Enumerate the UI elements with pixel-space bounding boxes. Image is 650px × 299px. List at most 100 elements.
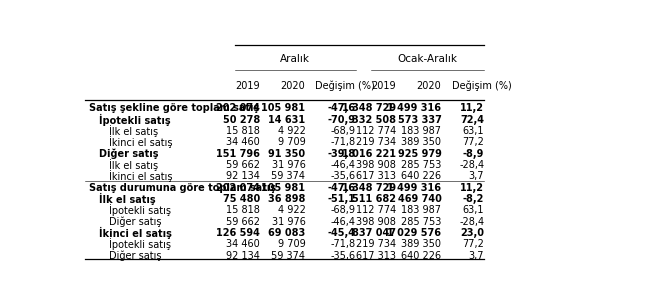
Text: Satış durumuna göre toplam satış: Satış durumuna göre toplam satış [89,183,276,193]
Text: 640 226: 640 226 [401,171,441,181]
Text: -68,9: -68,9 [331,126,356,136]
Text: 126 594: 126 594 [216,228,260,238]
Text: 202 074: 202 074 [216,103,260,113]
Text: Diğer satış: Diğer satış [109,216,162,227]
Text: 9 709: 9 709 [278,137,306,147]
Text: -45,4: -45,4 [328,228,356,238]
Text: Ocak-Aralık: Ocak-Aralık [398,54,458,64]
Text: -46,4: -46,4 [331,217,356,227]
Text: 837 047: 837 047 [352,228,396,238]
Text: -8,2: -8,2 [463,194,484,204]
Text: 389 350: 389 350 [402,137,441,147]
Text: -71,8: -71,8 [331,239,356,249]
Text: -70,9: -70,9 [328,115,356,125]
Text: 75 480: 75 480 [223,194,260,204]
Text: 4 922: 4 922 [278,126,306,136]
Text: 14 631: 14 631 [268,115,306,125]
Text: İkinci el satış: İkinci el satış [109,136,173,148]
Text: 219 734: 219 734 [356,239,396,249]
Text: İlk el satış: İlk el satış [109,125,159,137]
Text: Aralık: Aralık [280,54,310,64]
Text: 59 374: 59 374 [272,251,306,261]
Text: 34 460: 34 460 [226,239,260,249]
Text: İpotekli satış: İpotekli satış [99,114,171,126]
Text: 1 348 729: 1 348 729 [342,103,396,113]
Text: İpotekli satış: İpotekli satış [109,239,172,251]
Text: 105 981: 105 981 [261,183,306,193]
Text: 59 662: 59 662 [226,217,260,227]
Text: 23,0: 23,0 [460,228,484,238]
Text: 151 796: 151 796 [216,149,260,159]
Text: 92 134: 92 134 [226,171,260,181]
Text: -47,6: -47,6 [328,103,356,113]
Text: 77,2: 77,2 [462,137,484,147]
Text: -47,6: -47,6 [328,183,356,193]
Text: 332 508: 332 508 [352,115,396,125]
Text: 59 662: 59 662 [226,160,260,170]
Text: 2020: 2020 [281,81,306,91]
Text: Diğer satış: Diğer satış [99,149,159,159]
Text: -68,9: -68,9 [331,205,356,216]
Text: 1 016 221: 1 016 221 [342,149,396,159]
Text: 285 753: 285 753 [401,217,441,227]
Text: 3,7: 3,7 [469,171,484,181]
Text: Değişim (%): Değişim (%) [452,81,512,91]
Text: 63,1: 63,1 [463,205,484,216]
Text: 15 818: 15 818 [226,205,260,216]
Text: 9 709: 9 709 [278,239,306,249]
Text: -71,8: -71,8 [331,137,356,147]
Text: -39,8: -39,8 [328,149,356,159]
Text: -35,6: -35,6 [331,171,356,181]
Text: 1 029 576: 1 029 576 [387,228,441,238]
Text: 2020: 2020 [417,81,441,91]
Text: 50 278: 50 278 [223,115,260,125]
Text: 11,2: 11,2 [460,103,484,113]
Text: İlk el satış: İlk el satış [99,193,156,205]
Text: 92 134: 92 134 [226,251,260,261]
Text: İkinci el satış: İkinci el satış [99,227,172,239]
Text: 640 226: 640 226 [401,251,441,261]
Text: 469 740: 469 740 [398,194,441,204]
Text: 36 898: 36 898 [268,194,306,204]
Text: 2019: 2019 [371,81,396,91]
Text: -28,4: -28,4 [459,217,484,227]
Text: 398 908: 398 908 [356,217,396,227]
Text: 105 981: 105 981 [261,103,306,113]
Text: 77,2: 77,2 [462,239,484,249]
Text: -28,4: -28,4 [459,160,484,170]
Text: 34 460: 34 460 [226,137,260,147]
Text: İlk el satış: İlk el satış [109,159,159,171]
Text: Değişim (%): Değişim (%) [315,81,375,91]
Text: 63,1: 63,1 [463,126,484,136]
Text: Diğer satış: Diğer satış [109,251,162,261]
Text: 3,7: 3,7 [469,251,484,261]
Text: 511 682: 511 682 [352,194,396,204]
Text: 285 753: 285 753 [401,160,441,170]
Text: 31 976: 31 976 [272,160,306,170]
Text: 573 337: 573 337 [398,115,441,125]
Text: 925 979: 925 979 [398,149,441,159]
Text: 31 976: 31 976 [272,217,306,227]
Text: 1 348 729: 1 348 729 [342,183,396,193]
Text: 11,2: 11,2 [460,183,484,193]
Text: 112 774: 112 774 [356,126,396,136]
Text: 2019: 2019 [235,81,260,91]
Text: İpotekli satış: İpotekli satış [109,205,172,216]
Text: 617 313: 617 313 [356,171,396,181]
Text: 219 734: 219 734 [356,137,396,147]
Text: -46,4: -46,4 [331,160,356,170]
Text: -51,1: -51,1 [328,194,356,204]
Text: 1 499 316: 1 499 316 [387,103,441,113]
Text: 183 987: 183 987 [402,205,441,216]
Text: 112 774: 112 774 [356,205,396,216]
Text: 15 818: 15 818 [226,126,260,136]
Text: 202 074: 202 074 [216,183,260,193]
Text: Satış şekline göre toplam satış: Satış şekline göre toplam satış [89,103,259,113]
Text: 398 908: 398 908 [356,160,396,170]
Text: 59 374: 59 374 [272,171,306,181]
Text: 4 922: 4 922 [278,205,306,216]
Text: -8,9: -8,9 [463,149,484,159]
Text: 72,4: 72,4 [460,115,484,125]
Text: 389 350: 389 350 [402,239,441,249]
Text: 69 083: 69 083 [268,228,306,238]
